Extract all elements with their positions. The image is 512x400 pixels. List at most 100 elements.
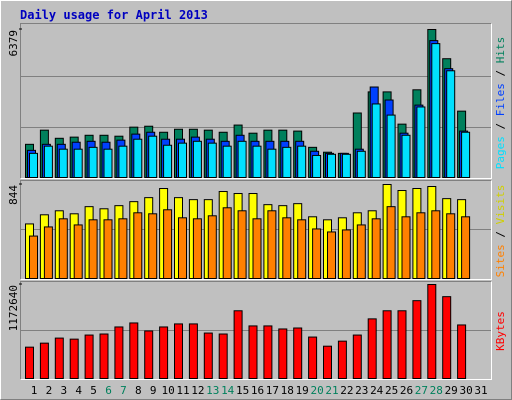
bar (192, 218, 202, 279)
bar (278, 328, 288, 380)
bar (103, 219, 113, 280)
bar (43, 145, 53, 179)
x-tick-label: 29 (445, 384, 458, 397)
bar (371, 103, 381, 178)
bar (371, 218, 381, 279)
bar (39, 342, 49, 379)
bar (233, 310, 243, 379)
bar (293, 327, 303, 379)
bar (114, 326, 124, 380)
bar (203, 332, 213, 379)
bar (297, 219, 307, 280)
bar (297, 145, 307, 179)
bar (54, 337, 64, 379)
x-tick-label: 20 (310, 384, 323, 397)
bar (461, 216, 471, 280)
x-tick-label: 11 (176, 384, 189, 397)
bar (352, 334, 362, 379)
bar (73, 148, 83, 179)
x-tick-label: 1 (31, 384, 38, 397)
bar (356, 224, 366, 279)
bar (457, 324, 467, 380)
bar (323, 345, 332, 380)
bar (25, 346, 34, 379)
bar (237, 210, 247, 279)
bar (431, 43, 441, 178)
x-tick-label: 9 (150, 384, 157, 397)
bar (29, 152, 38, 178)
x-tick-label: 8 (135, 384, 142, 397)
x-tick-label: 21 (325, 384, 338, 397)
legend-entry: Visits (494, 185, 507, 225)
bar (207, 142, 217, 178)
bar (401, 216, 411, 280)
legend-entry: KBytes (494, 311, 507, 351)
x-tick-label: 6 (105, 384, 112, 397)
bar (237, 140, 247, 179)
x-tick-label: 26 (400, 384, 413, 397)
bar (312, 228, 322, 279)
legend: Sites / Visits (494, 185, 507, 278)
bar (341, 229, 351, 280)
bevel (20, 180, 492, 280)
bar (188, 323, 198, 380)
bar (163, 209, 173, 280)
bevel (20, 180, 492, 280)
bar (88, 219, 98, 280)
bar (29, 235, 38, 279)
bar (327, 231, 336, 279)
bar (446, 213, 456, 280)
bar (43, 226, 53, 280)
bar (178, 217, 187, 279)
x-tick-label: 16 (251, 384, 264, 397)
x-tick-label: 5 (90, 384, 97, 397)
bar (88, 146, 98, 178)
bar (163, 144, 173, 178)
bar (327, 153, 336, 179)
x-tick-label: 10 (161, 384, 174, 397)
bar (446, 70, 456, 178)
bar (308, 336, 318, 379)
bar (129, 322, 139, 379)
bar (461, 131, 471, 178)
x-tick-label: 4 (75, 384, 82, 397)
bar (412, 300, 422, 379)
x-tick-label: 22 (340, 384, 353, 397)
bar (178, 142, 187, 178)
bar (386, 114, 396, 179)
x-tick-label: 17 (266, 384, 279, 397)
bar (356, 150, 366, 179)
bevel (20, 23, 492, 179)
bar (252, 218, 262, 279)
bar (118, 218, 128, 279)
bar (192, 140, 202, 179)
bar (442, 296, 452, 379)
bevel (20, 23, 492, 179)
x-tick-label: 24 (370, 384, 384, 397)
bar (73, 224, 83, 279)
x-tick-label: 18 (281, 384, 294, 397)
bar (159, 326, 169, 380)
bar (58, 148, 68, 179)
bar (118, 145, 128, 179)
bar (312, 154, 322, 178)
bar (382, 310, 392, 379)
x-tick-label: 14 (221, 384, 235, 397)
legend-entry: Files (494, 83, 507, 116)
bevel (20, 281, 492, 380)
legend-entry: Sites (494, 244, 507, 277)
chart-title: Daily usage for April 2013 (20, 8, 208, 22)
bar (252, 145, 262, 179)
bar (133, 138, 143, 179)
x-tick-label: 13 (206, 384, 219, 397)
bar (207, 215, 217, 279)
x-tick-label: 30 (459, 384, 472, 397)
bar (267, 210, 277, 279)
bar (367, 318, 377, 379)
bar (337, 340, 347, 379)
legend-separator: / (494, 116, 507, 136)
legend-separator: / (494, 63, 507, 83)
bar (148, 135, 158, 179)
legend-entry: Pages (494, 136, 507, 169)
